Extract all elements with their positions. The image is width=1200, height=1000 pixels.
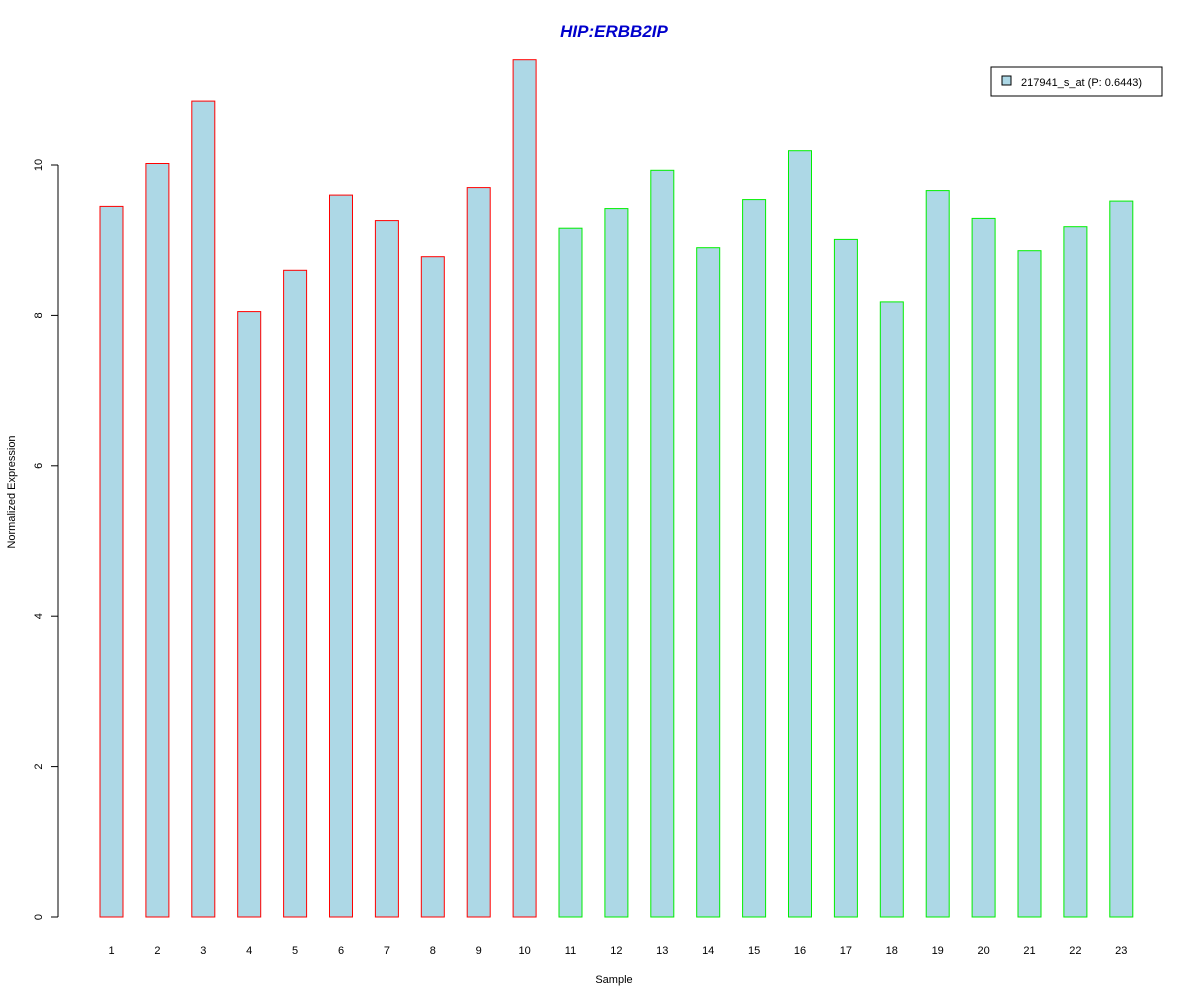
- x-tick-label: 14: [702, 945, 714, 957]
- bar-sample-7: [374, 220, 399, 918]
- bar-sample-20: [971, 217, 996, 918]
- legend-swatch: [1001, 75, 1012, 86]
- x-tick-label: 13: [656, 945, 668, 957]
- bar-sample-21: [1017, 250, 1042, 918]
- x-tick-label: 11: [565, 945, 576, 957]
- bar-sample-13: [650, 169, 675, 918]
- legend: 217941_s_at (P: 0.6443): [990, 66, 1163, 97]
- x-tick-label: 5: [292, 945, 298, 957]
- x-tick-label: 10: [518, 945, 530, 957]
- bar-sample-6: [329, 194, 353, 918]
- bar-sample-9: [466, 187, 491, 918]
- bar-sample-8: [420, 256, 445, 918]
- x-tick-label: 16: [794, 945, 806, 957]
- bar-sample-14: [696, 247, 721, 918]
- x-tick-label: 1: [108, 945, 114, 957]
- bar-sample-22: [1063, 226, 1088, 918]
- bar-sample-4: [237, 311, 262, 918]
- bar-sample-18: [879, 301, 904, 918]
- chart-title: HIP:ERBB2IP: [560, 22, 668, 41]
- bar-sample-3: [191, 100, 216, 918]
- x-tick-label: 2: [154, 945, 160, 957]
- bar-sample-17: [833, 238, 858, 918]
- legend-box: [990, 66, 1163, 97]
- legend-label: 217941_s_at (P: 0.6443): [1021, 77, 1142, 89]
- y-tick-label: 4: [33, 613, 45, 619]
- x-tick-label: 12: [610, 945, 622, 957]
- x-tick-label: 23: [1115, 945, 1127, 957]
- x-tick-label: 18: [886, 945, 898, 957]
- bar-sample-10: [512, 59, 537, 918]
- x-tick-label: 17: [840, 945, 852, 957]
- x-tick-label: 9: [476, 945, 482, 957]
- x-tick-label: 8: [430, 945, 436, 957]
- x-tick-label: 20: [977, 945, 989, 957]
- x-tick-label: 22: [1069, 945, 1081, 957]
- x-tick-label: 15: [748, 945, 760, 957]
- bar-sample-12: [604, 208, 629, 918]
- bar-sample-1: [99, 205, 124, 918]
- x-axis-label: Sample: [595, 974, 632, 986]
- x-tick-label: 4: [246, 945, 252, 957]
- x-tick-label: 7: [384, 945, 390, 957]
- bar-sample-2: [145, 163, 170, 918]
- bar-sample-15: [742, 199, 767, 918]
- y-tick-label: 6: [33, 463, 45, 469]
- x-tick-label: 3: [200, 945, 206, 957]
- bar-sample-5: [283, 269, 308, 918]
- x-tick-label: 19: [932, 945, 944, 957]
- bars: [99, 59, 1134, 918]
- y-tick-label: 8: [33, 312, 45, 318]
- bar-sample-11: [558, 227, 583, 918]
- x-tick-labels: 1 2 3 4 5 6 7 8 9 10 11 12 13 14 15 16 17 18 19 20 21 22 23: [108, 945, 1127, 957]
- y-axis-label: Normalized Expression: [6, 435, 18, 548]
- x-tick-label: 21: [1023, 945, 1035, 957]
- y-tick-label: 2: [33, 764, 45, 770]
- y-tick-label: 0: [33, 914, 45, 920]
- y-axis: 0 2 4 6 8 10: [33, 159, 59, 920]
- bar-sample-16: [788, 150, 812, 918]
- bar-sample-23: [1109, 200, 1134, 918]
- bar-sample-19: [925, 190, 950, 918]
- y-tick-label: 10: [33, 159, 45, 171]
- x-tick-label: 6: [338, 945, 344, 957]
